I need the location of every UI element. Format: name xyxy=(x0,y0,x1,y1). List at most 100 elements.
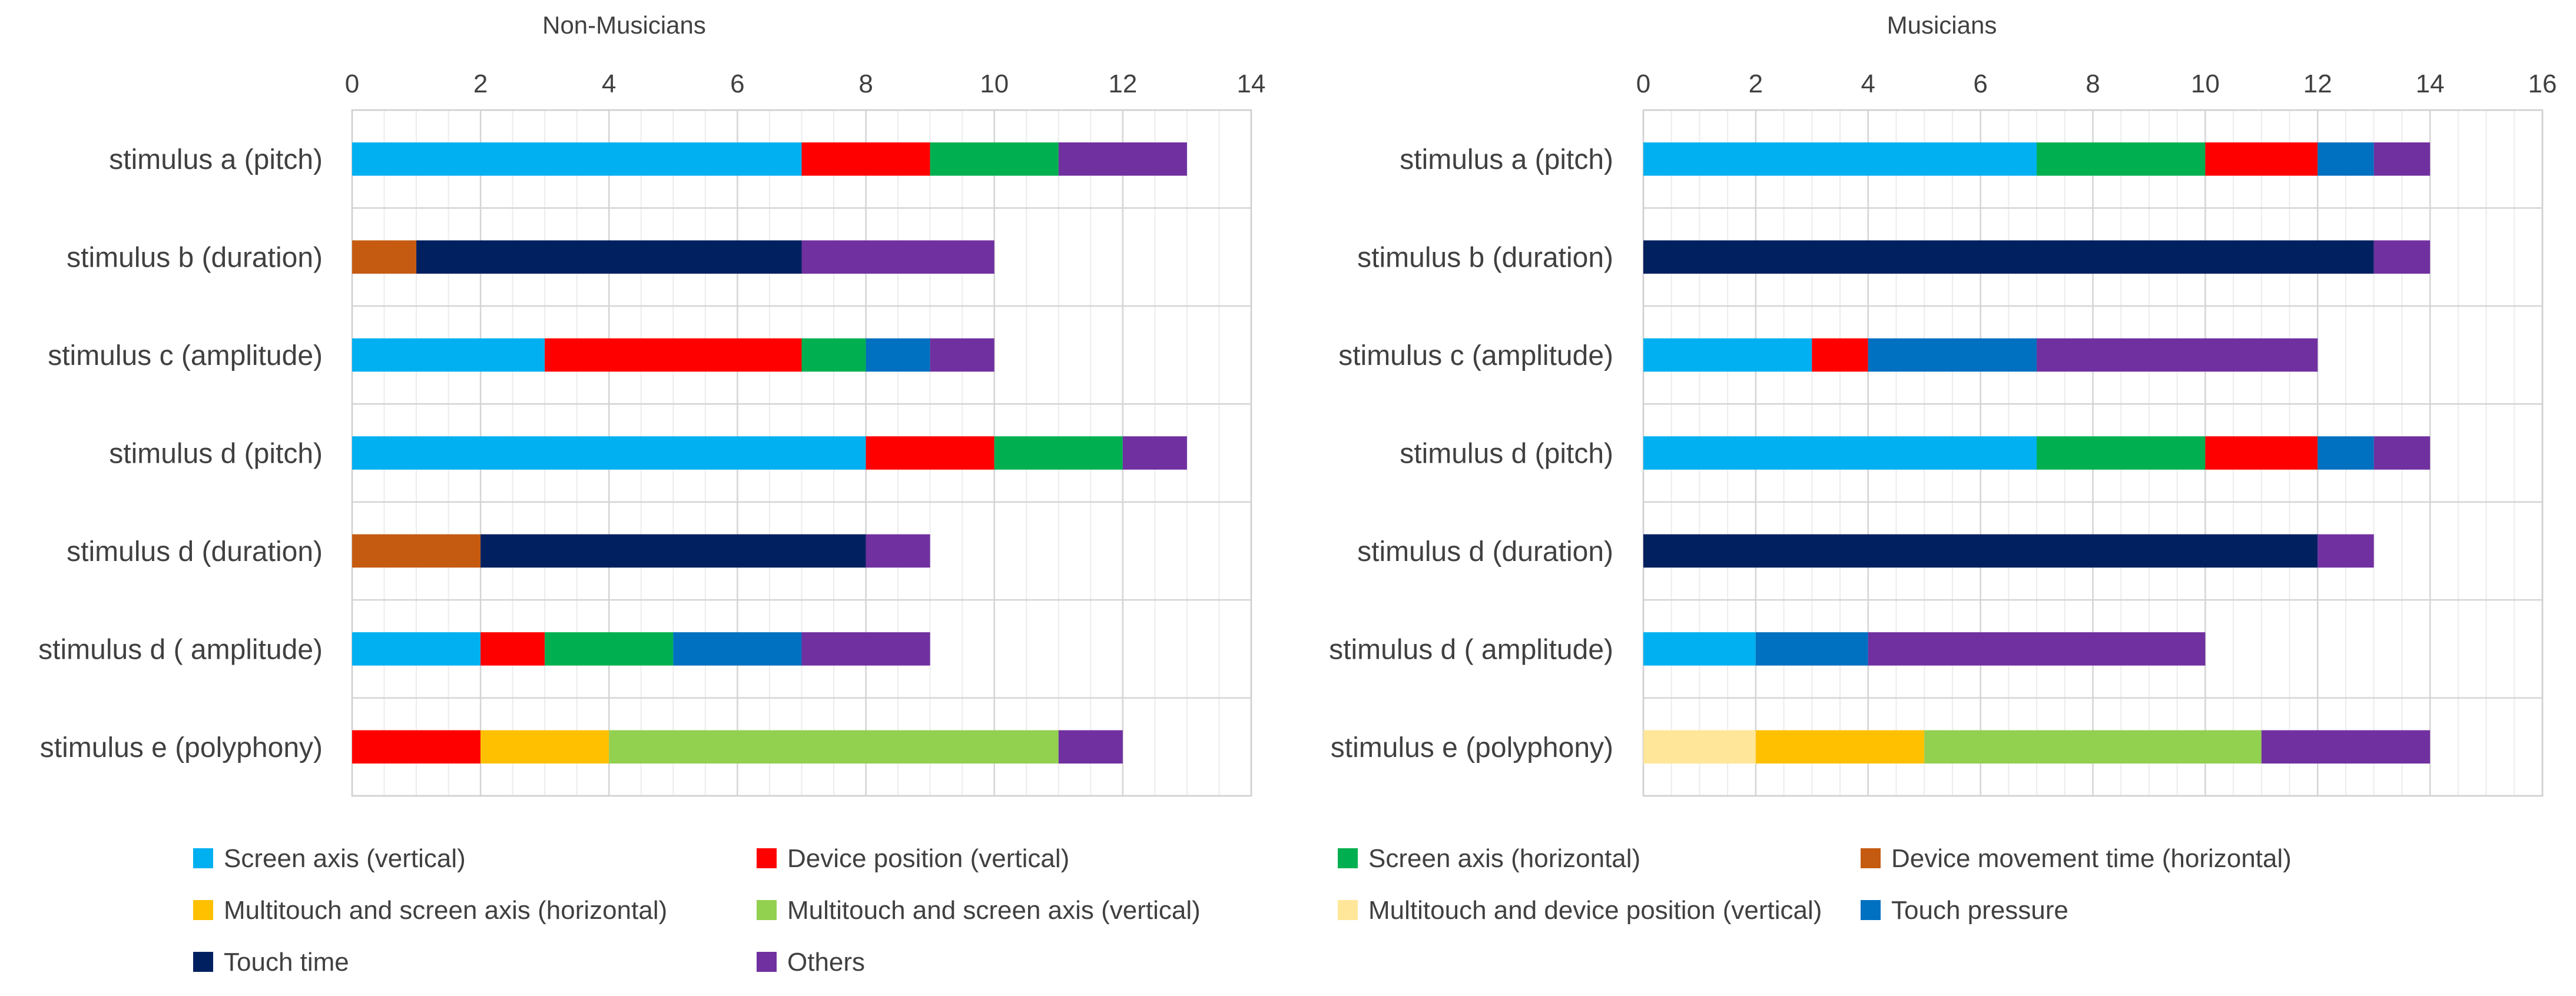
legend-label: Screen axis (vertical) xyxy=(224,844,466,873)
bar-segment-screen-axis-horizontal xyxy=(545,632,674,666)
x-tick-label: 2 xyxy=(1749,69,1763,98)
bar-segment-screen-axis-vertical xyxy=(352,338,545,372)
bar-segment-screen-axis-vertical xyxy=(352,142,802,176)
bar-segment-device-position-vertical xyxy=(866,436,994,470)
legend-label: Device position (vertical) xyxy=(787,844,1069,873)
bar-segment-device-position-vertical xyxy=(480,632,545,666)
bar-segment-device-position-vertical xyxy=(2205,436,2318,470)
bar-segment-screen-axis-vertical xyxy=(1643,436,2037,470)
bar-segment-touch-pressure xyxy=(2318,436,2374,470)
legend-swatch-device-movement-time-horizontal xyxy=(1861,848,1881,868)
bar-segment-touch-time xyxy=(1643,534,2318,568)
bar-segment-others xyxy=(801,632,930,666)
category-label: stimulus e (polyphony) xyxy=(40,732,323,763)
x-tick-label: 8 xyxy=(2086,69,2100,98)
x-tick-label: 10 xyxy=(2191,69,2220,98)
panel-musicians: Musicians 0 2 4 6 8 10 12 14 16 stimulus a (pitch)… xyxy=(1329,11,2557,797)
legend-label: Multitouch and screen axis (vertical) xyxy=(787,896,1201,925)
bar-segment-multitouch-device-position-vertical xyxy=(1643,730,1756,764)
category-label: stimulus d ( amplitude) xyxy=(38,634,323,665)
legend-swatch-device-position-vertical xyxy=(757,848,777,868)
x-tick-label: 6 xyxy=(1973,69,1987,98)
x-tick-label: 4 xyxy=(602,69,616,98)
category-label: stimulus a (pitch) xyxy=(1400,144,1613,175)
bar-segment-multitouch-screen-axis-vertical xyxy=(609,730,1059,764)
bar-segment-others xyxy=(2037,338,2318,372)
legend-swatch-multitouch-device-position-vertical xyxy=(1338,900,1358,920)
legend-label: Touch pressure xyxy=(1891,896,2068,925)
bar-segment-screen-axis-horizontal xyxy=(994,436,1123,470)
x-tick-label: 12 xyxy=(1108,69,1137,98)
bar-segment-screen-axis-horizontal xyxy=(2037,142,2206,176)
bar-segment-touch-pressure xyxy=(866,338,930,372)
chart-title: Musicians xyxy=(1887,11,1997,39)
bar-segment-touch-time xyxy=(1643,240,2374,274)
x-tick-label: 10 xyxy=(980,69,1009,98)
bar-segment-others xyxy=(866,534,930,568)
bar-segment-others xyxy=(1058,730,1123,764)
category-label: stimulus e (polyphony) xyxy=(1331,732,1613,763)
legend-swatch-multitouch-screen-axis-horizontal xyxy=(193,900,213,920)
bar-segment-device-position-vertical xyxy=(1812,338,1868,372)
bar-segment-others xyxy=(930,338,994,372)
legend-swatch-touch-time xyxy=(193,952,213,972)
category-label: stimulus d ( amplitude) xyxy=(1329,634,1613,665)
legend-label: Touch time xyxy=(224,948,349,977)
x-tick-label: 14 xyxy=(2416,69,2445,98)
bar-segment-others xyxy=(1122,436,1187,470)
bar-segment-screen-axis-vertical xyxy=(352,632,481,666)
legend-label: Others xyxy=(787,948,865,977)
legend: Screen axis (vertical) Device position (v… xyxy=(193,844,2292,977)
legend-swatch-screen-axis-horizontal xyxy=(1338,848,1358,868)
x-tick-label: 6 xyxy=(730,69,744,98)
bar-segment-multitouch-screen-axis-vertical xyxy=(1924,730,2262,764)
legend-swatch-touch-pressure xyxy=(1861,900,1881,920)
bar-segment-others xyxy=(1868,632,2206,666)
bar-segment-device-position-vertical xyxy=(801,142,930,176)
legend-swatch-multitouch-screen-axis-vertical xyxy=(757,900,777,920)
x-tick-label: 12 xyxy=(2303,69,2332,98)
legend-label: Multitouch and device position (vertical… xyxy=(1368,896,1822,925)
bar-segment-touch-pressure xyxy=(1868,338,2037,372)
bar-segment-others xyxy=(2318,534,2374,568)
category-label: stimulus d (duration) xyxy=(1357,536,1613,567)
x-tick-label: 2 xyxy=(473,69,488,98)
category-label: stimulus c (amplitude) xyxy=(1338,340,1613,371)
bar-segment-screen-axis-vertical xyxy=(1643,632,1756,666)
bar-segment-others xyxy=(1058,142,1187,176)
bar-segment-device-movement-time-horizontal xyxy=(352,240,417,274)
bar-segment-touch-pressure xyxy=(2318,142,2374,176)
bar-segment-device-position-vertical xyxy=(2205,142,2318,176)
legend-label: Multitouch and screen axis (horizontal) xyxy=(224,896,667,925)
bar-segment-others xyxy=(801,240,994,274)
bar-segment-device-position-vertical xyxy=(352,730,481,764)
bar-segment-others xyxy=(2373,142,2431,176)
bar-segment-others xyxy=(2373,436,2431,470)
bar-segment-others xyxy=(2261,730,2431,764)
bar-segment-others xyxy=(2373,240,2431,274)
x-tick-label: 14 xyxy=(1237,69,1266,98)
bar-segment-touch-time xyxy=(480,534,866,568)
category-label: stimulus b (duration) xyxy=(1357,243,1613,274)
bar-segment-touch-pressure xyxy=(1755,632,1868,666)
bar-segment-screen-axis-horizontal xyxy=(2037,436,2206,470)
bar-segment-screen-axis-vertical xyxy=(1643,338,1812,372)
category-label: stimulus d (pitch) xyxy=(1400,439,1613,470)
x-tick-label: 8 xyxy=(858,69,873,98)
legend-label: Screen axis (horizontal) xyxy=(1368,844,1640,873)
bar-segment-multitouch-screen-axis-horizontal xyxy=(480,730,609,764)
legend-swatch-screen-axis-vertical xyxy=(193,848,213,868)
category-label: stimulus d (pitch) xyxy=(109,439,323,470)
bar-segment-touch-time xyxy=(416,240,802,274)
bar-segment-device-position-vertical xyxy=(545,338,802,372)
category-label: stimulus a (pitch) xyxy=(109,144,323,175)
chart-title: Non-Musicians xyxy=(542,11,706,39)
bar-segment-multitouch-screen-axis-horizontal xyxy=(1755,730,1925,764)
x-tick-label: 16 xyxy=(2528,69,2557,98)
bar-segment-screen-axis-vertical xyxy=(1643,142,2037,176)
bar-segment-screen-axis-horizontal xyxy=(930,142,1059,176)
legend-label: Device movement time (horizontal) xyxy=(1891,844,2292,873)
bar-segment-screen-axis-horizontal xyxy=(801,338,866,372)
category-label: stimulus b (duration) xyxy=(67,243,323,274)
